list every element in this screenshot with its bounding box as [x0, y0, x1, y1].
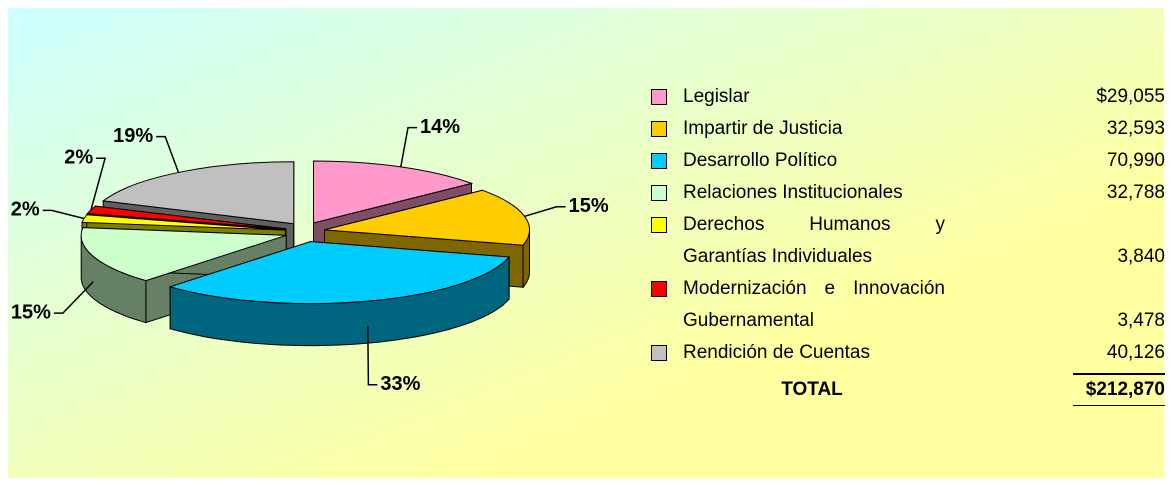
legend-swatch — [651, 217, 667, 233]
legend-swatch — [651, 153, 667, 169]
legend-row: Derechos Humanos y Garantías Individuale… — [648, 209, 1165, 273]
slice — [168, 240, 511, 347]
total-amount: $212,870 — [1073, 373, 1165, 406]
slice — [80, 227, 287, 282]
legend-row: Impartir de Justicia 32,593 — [648, 113, 1165, 145]
data-label: 15% — [569, 195, 609, 217]
legend-row: Legislar $29,055 — [648, 81, 1165, 113]
legend: Legislar $29,055 Impartir de Justicia 32,59… — [648, 81, 1165, 406]
leader-line — [524, 206, 566, 218]
legend-row: Modernización e Innovación Gubernamental… — [648, 273, 1165, 337]
legend-amount: 3,840 — [1117, 246, 1165, 267]
legend-amount: 40,126 — [1106, 342, 1165, 363]
data-label: 33% — [380, 373, 420, 395]
legend-swatch — [651, 121, 667, 137]
legend-amount: 70,990 — [1106, 150, 1165, 171]
legend-label: Rendición de Cuentas — [683, 342, 870, 363]
legend-label: Relaciones Institucionales — [683, 182, 903, 203]
data-label: 19% — [113, 125, 153, 147]
total-row: TOTAL $212,870 — [648, 369, 1165, 406]
legend-label: Impartir de Justicia — [683, 118, 843, 139]
legend-label: Desarrollo Político — [683, 150, 838, 171]
legend-label: Modernización e Innovación Gubernamental — [683, 278, 945, 331]
legend-row: Rendición de Cuentas 40,126 — [648, 337, 1165, 369]
slice — [168, 241, 511, 305]
legend-swatch — [651, 281, 667, 297]
legend-amount: 3,478 — [1117, 310, 1165, 331]
data-label: 15% — [11, 301, 51, 323]
data-label: 2% — [11, 199, 40, 221]
legend-row: Desarrollo Político 70,990 — [648, 145, 1165, 177]
total-label: TOTAL — [781, 379, 843, 400]
legend-amount: 32,593 — [1106, 118, 1165, 139]
data-label: 14% — [420, 116, 460, 138]
leader-line — [156, 135, 180, 173]
slice — [81, 214, 286, 231]
legend-amount: 32,788 — [1106, 182, 1165, 203]
legend-swatch — [651, 345, 667, 361]
leader-line — [400, 126, 417, 168]
legend-swatch — [651, 89, 667, 105]
legend-label: Legislar — [683, 86, 750, 107]
data-label: 2% — [64, 147, 93, 169]
leader-line — [367, 326, 378, 386]
legend-swatch — [651, 185, 667, 201]
leader-line — [42, 209, 85, 220]
legend-label: Derechos Humanos y Garantías Individuale… — [683, 214, 945, 267]
leader-line — [90, 157, 107, 210]
slice — [324, 189, 530, 246]
legend-row: Relaciones Institucionales 32,788 — [648, 177, 1165, 209]
legend-amount: $29,055 — [1096, 86, 1165, 107]
leader-line — [53, 281, 94, 314]
